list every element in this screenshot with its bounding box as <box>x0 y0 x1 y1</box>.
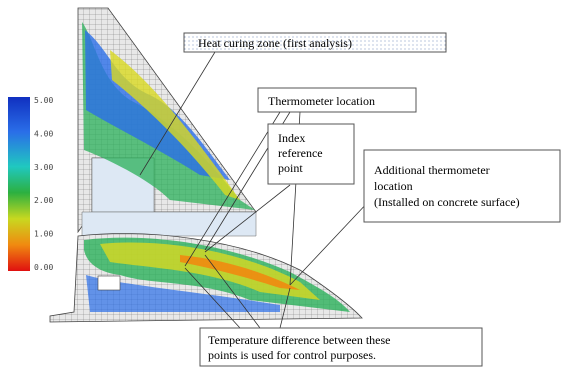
index-label: reference <box>278 146 323 160</box>
leader <box>290 200 370 285</box>
thermometer-label: Thermometer location <box>268 94 375 108</box>
colorbar-label: 2.00 <box>34 196 53 205</box>
temperature-label: Temperature difference between these <box>208 333 391 347</box>
colorbar-label: 1.00 <box>34 230 53 239</box>
colorbar-label: 5.00 <box>34 96 53 105</box>
heat-curing-label: Heat curing zone (first analysis) <box>198 36 352 50</box>
colorbar-label: 3.00 <box>34 163 53 172</box>
colorbar: 5.00 4.00 3.00 2.00 1.00 0.00 <box>8 96 53 272</box>
colorbar-label: 4.00 <box>34 129 53 138</box>
diagram: 5.00 4.00 3.00 2.00 1.00 0.00 Heat curing zon… <box>0 0 561 369</box>
colorbar-label: 0.00 <box>34 263 53 272</box>
temperature-label: points is used for control purposes. <box>208 348 376 362</box>
index-label: point <box>278 161 303 175</box>
additional-label: location <box>374 179 413 193</box>
additional-label: Additional thermometer <box>374 163 490 177</box>
index-label: Index <box>278 131 305 145</box>
opening <box>98 276 120 290</box>
colorbar-scale <box>8 97 30 271</box>
additional-label: (Installed on concrete surface) <box>374 195 520 209</box>
